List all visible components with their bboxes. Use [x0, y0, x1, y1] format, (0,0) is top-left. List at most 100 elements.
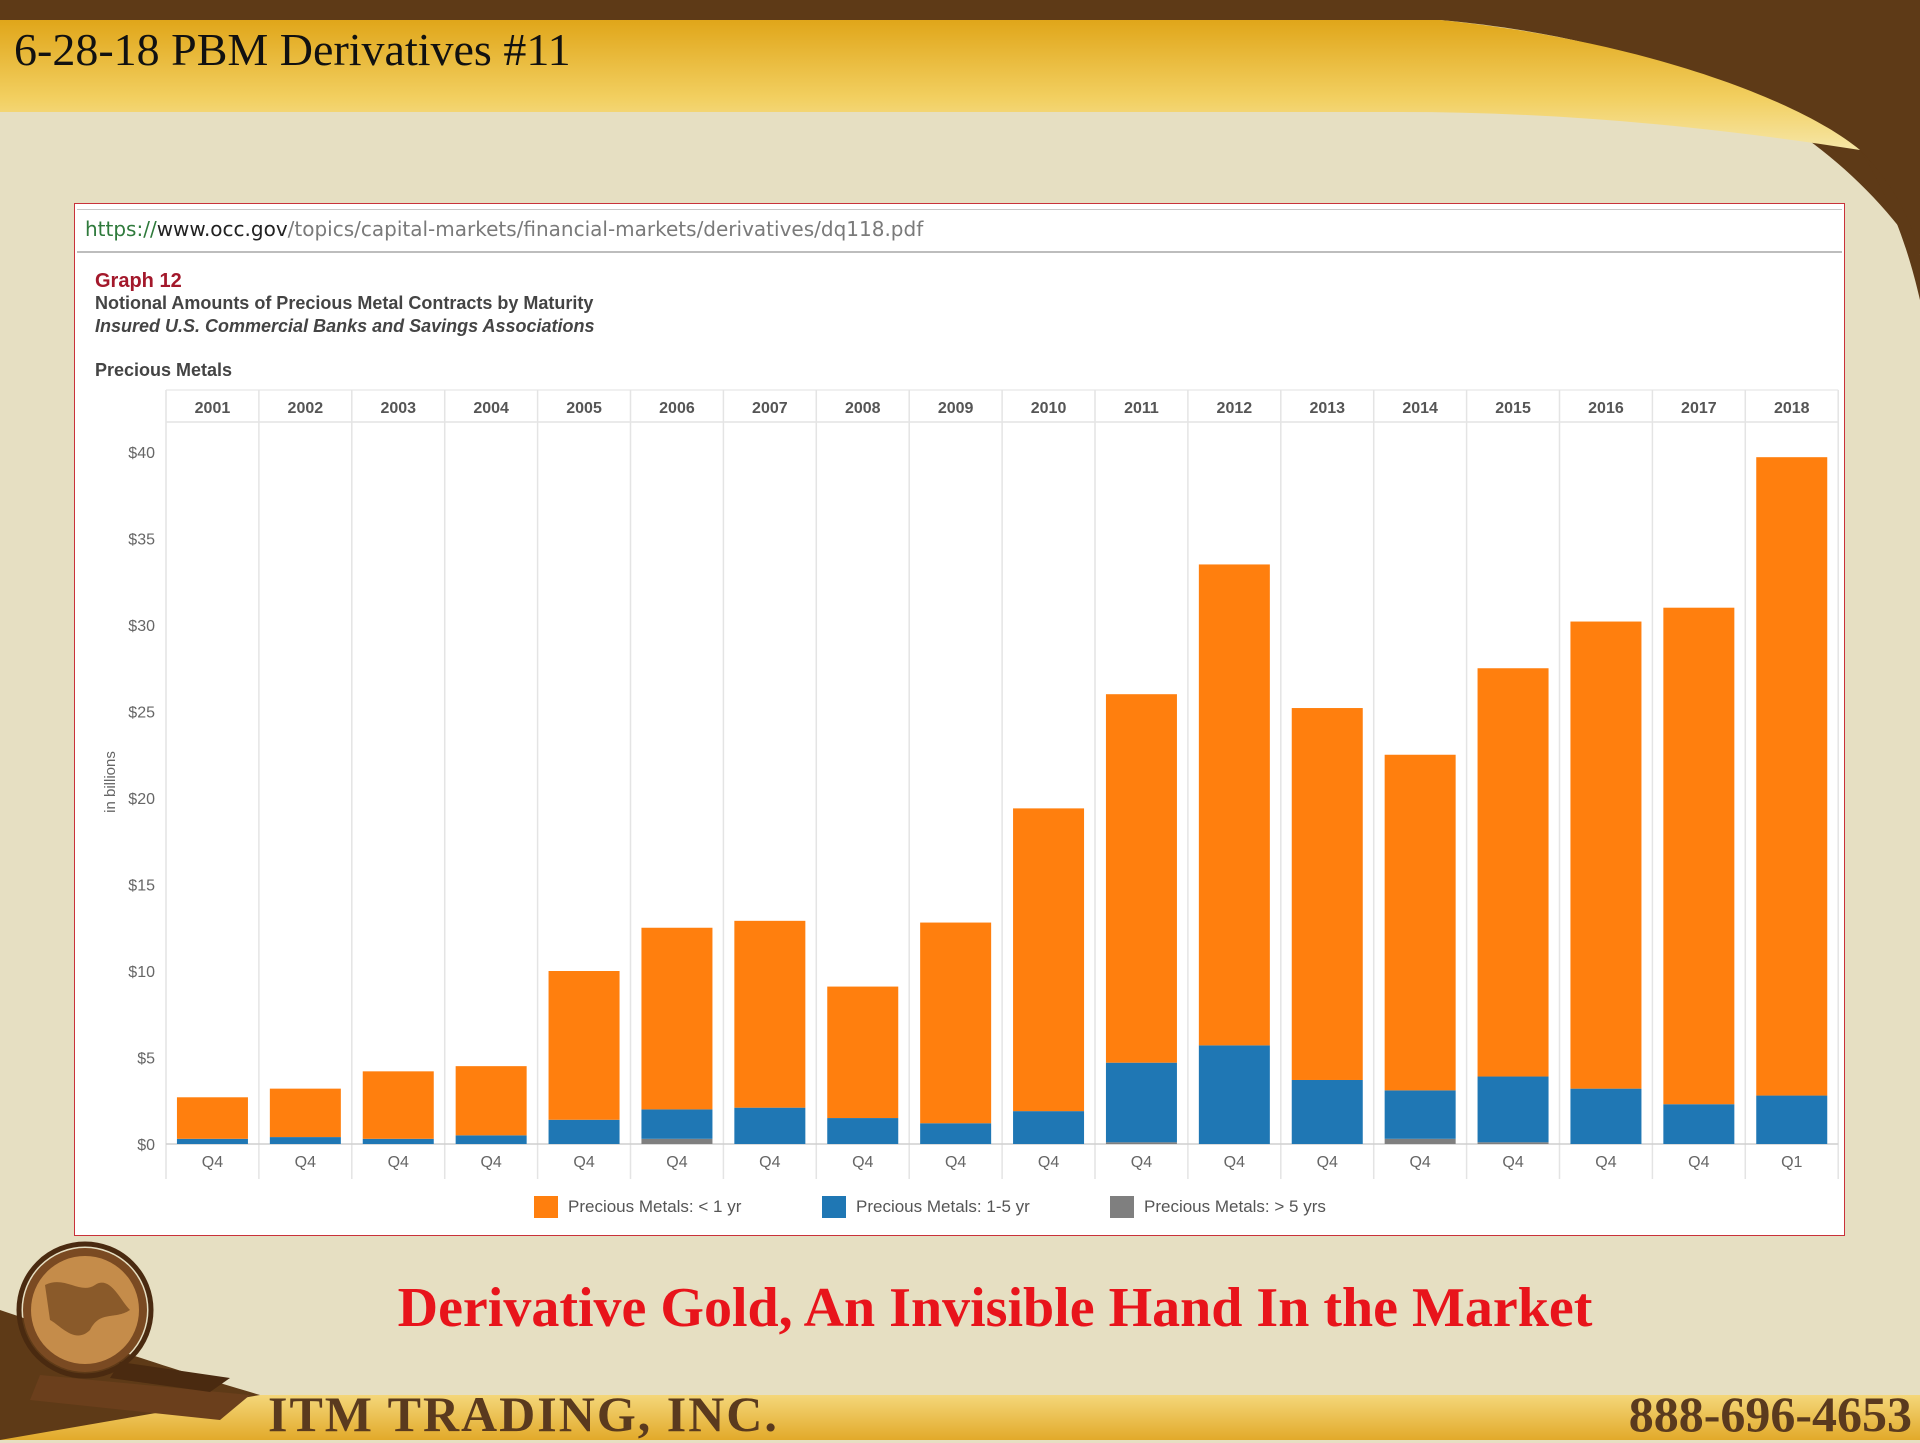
bar-segment — [1105, 1142, 1177, 1144]
bar-segment — [1013, 1111, 1085, 1144]
bar-segment — [548, 1119, 620, 1144]
year-label: 2010 — [1031, 400, 1067, 417]
quarter-label: Q4 — [573, 1154, 594, 1171]
bar-segment — [920, 922, 992, 1124]
bar-segment — [1384, 1138, 1456, 1144]
quarter-label: Q4 — [1038, 1154, 1059, 1171]
legend-label: Precious Metals: > 5 yrs — [1144, 1197, 1326, 1216]
bar-segment — [362, 1071, 434, 1139]
chart-legend: Precious Metals: < 1 yr Precious Metals: … — [75, 1194, 1846, 1224]
y-tick-label: $15 — [128, 878, 155, 895]
bar-segment — [455, 1135, 527, 1144]
year-label: 2017 — [1681, 400, 1717, 417]
year-label: 2005 — [566, 400, 602, 417]
url-path: /topics/capital-markets/financial-market… — [287, 217, 924, 241]
legend-swatch — [822, 1196, 846, 1218]
year-label: 2011 — [1124, 400, 1159, 417]
quarter-label: Q4 — [1409, 1154, 1430, 1171]
bar-segment — [1198, 564, 1270, 1046]
bar-segment — [1477, 668, 1549, 1077]
url-text[interactable]: https://www.occ.gov/topics/capital-marke… — [85, 217, 923, 241]
y-tick-label: $35 — [128, 532, 155, 549]
bar-segment — [455, 1066, 527, 1136]
bar-segment — [1570, 621, 1642, 1089]
chart-title: Notional Amounts of Precious Metal Contr… — [95, 293, 594, 313]
legend-label: Precious Metals: < 1 yr — [568, 1197, 742, 1216]
quarter-label: Q4 — [1688, 1154, 1709, 1171]
quarter-label: Q4 — [1502, 1154, 1523, 1171]
bar-segment — [641, 1109, 713, 1139]
bar-segment — [1477, 1142, 1549, 1144]
company-name: ITM TRADING, INC. — [268, 1386, 779, 1442]
year-label: 2009 — [938, 400, 974, 417]
bar-segment — [641, 927, 713, 1110]
year-label: 2018 — [1774, 400, 1810, 417]
quarter-label: Q4 — [480, 1154, 501, 1171]
quarter-label: Q4 — [1131, 1154, 1152, 1171]
year-label: 2016 — [1588, 400, 1624, 417]
legend-item: Precious Metals: < 1 yr — [534, 1194, 741, 1220]
y-tick-label: $0 — [137, 1137, 155, 1154]
quarter-label: Q4 — [388, 1154, 409, 1171]
bar-segment — [1756, 1095, 1828, 1144]
y-tick-label: $25 — [128, 705, 155, 722]
year-label: 2007 — [752, 400, 788, 417]
bar-segment — [1663, 607, 1735, 1105]
bar-segment — [920, 1123, 992, 1144]
legend-label: Precious Metals: 1-5 yr — [856, 1197, 1030, 1216]
year-label: 2002 — [288, 400, 324, 417]
quarter-label: Q1 — [1781, 1154, 1802, 1171]
panel-label: Precious Metals — [95, 360, 233, 380]
quarter-label: Q4 — [945, 1154, 966, 1171]
bar-segment — [1477, 1076, 1549, 1143]
quarter-label: Q4 — [1224, 1154, 1245, 1171]
legend-swatch — [534, 1196, 558, 1218]
bar-segment — [827, 986, 899, 1119]
url-scheme: https:// — [85, 217, 157, 241]
slide-headline: Derivative Gold, An Invisible Hand In th… — [397, 1277, 1593, 1339]
slide-title: 6-28-18 PBM Derivatives #11 — [14, 24, 571, 75]
legend-item: Precious Metals: 1-5 yr — [822, 1194, 1030, 1220]
year-label: 2003 — [380, 400, 416, 417]
year-label: 2008 — [845, 400, 881, 417]
bar-segment — [362, 1138, 434, 1144]
quarter-label: Q4 — [852, 1154, 873, 1171]
bar-segment — [1105, 1062, 1177, 1143]
year-label: 2015 — [1495, 400, 1531, 417]
year-label: 2013 — [1309, 400, 1345, 417]
year-label: 2001 — [195, 400, 231, 417]
bar-segment — [827, 1118, 899, 1144]
legend-swatch — [1110, 1196, 1134, 1218]
bar-segment — [176, 1138, 248, 1144]
bar-segment — [734, 920, 806, 1108]
y-tick-label: $5 — [137, 1051, 155, 1068]
quarter-label: Q4 — [202, 1154, 223, 1171]
globe-icon — [16, 1241, 250, 1420]
bar-segment — [1105, 694, 1177, 1063]
bar-segment — [734, 1107, 806, 1144]
bar-segment — [269, 1088, 341, 1138]
bar-segment — [1570, 1088, 1642, 1144]
bar-segment — [548, 971, 620, 1120]
year-label: 2012 — [1217, 400, 1253, 417]
quarter-label: Q4 — [759, 1154, 780, 1171]
url-host: www.occ.gov — [156, 217, 288, 241]
quarter-label: Q4 — [666, 1154, 687, 1171]
quarter-label: Q4 — [1317, 1154, 1338, 1171]
bar-segment — [269, 1137, 341, 1144]
address-bar[interactable]: https://www.occ.gov/topics/capital-marke… — [77, 209, 1842, 253]
bar-segment — [1198, 1045, 1270, 1144]
quarter-label: Q4 — [1595, 1154, 1616, 1171]
chart-subtitle: Insured U.S. Commercial Banks and Saving… — [95, 316, 595, 336]
y-tick-label: $20 — [128, 791, 155, 808]
year-label: 2006 — [659, 400, 695, 417]
year-label: 2014 — [1402, 400, 1438, 417]
chart-frame: https://www.occ.gov/topics/capital-marke… — [74, 203, 1845, 1236]
graph-label: Graph 12 — [95, 270, 182, 292]
phone-number: 888-696-4653 — [1628, 1386, 1912, 1442]
bar-segment — [1291, 708, 1363, 1080]
bar-segment — [1384, 754, 1456, 1091]
bar-segment — [1291, 1079, 1363, 1144]
bar-segment — [1384, 1090, 1456, 1139]
bar-segment — [1663, 1104, 1735, 1144]
